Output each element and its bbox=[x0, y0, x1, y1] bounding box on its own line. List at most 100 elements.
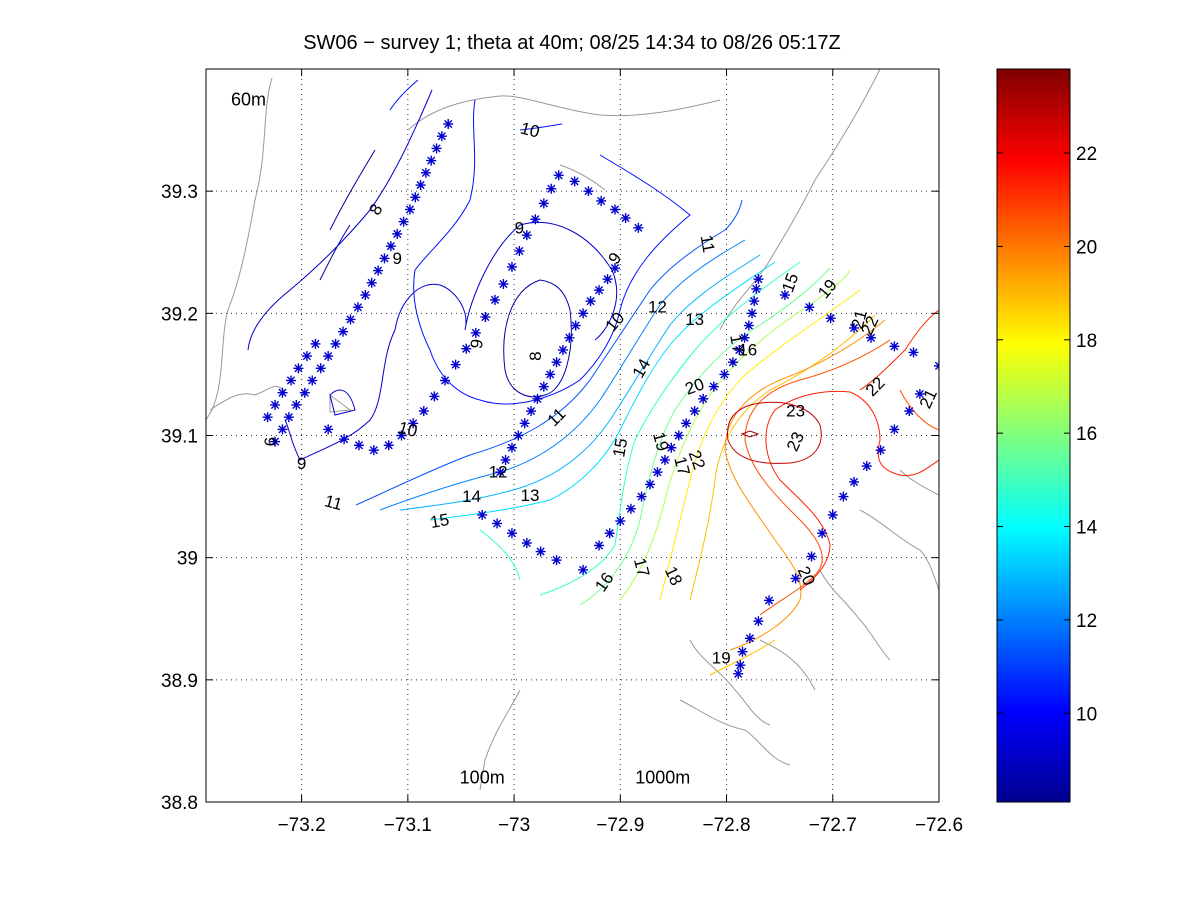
station-marker bbox=[418, 406, 429, 417]
isotherm-13 bbox=[399, 254, 761, 511]
contour-label: 17 bbox=[630, 556, 653, 579]
station-marker bbox=[345, 314, 356, 325]
coast-fragment bbox=[209, 385, 286, 411]
coast-fragment bbox=[899, 469, 939, 496]
station-marker bbox=[535, 546, 546, 557]
station-marker bbox=[526, 406, 537, 417]
isotherm-20 bbox=[724, 319, 886, 651]
station-marker bbox=[431, 143, 442, 154]
station-marker bbox=[519, 418, 530, 429]
contour-label: 10 bbox=[518, 118, 541, 141]
station-marker bbox=[506, 442, 517, 453]
station-marker bbox=[708, 381, 719, 392]
station-marker bbox=[415, 180, 426, 191]
contour-label: 11 bbox=[322, 491, 344, 514]
station-marker bbox=[866, 332, 877, 343]
station-marker bbox=[749, 296, 760, 307]
colorbar-gradient bbox=[996, 68, 1071, 803]
station-marker bbox=[564, 332, 575, 343]
contour-label: 19 bbox=[649, 430, 672, 453]
contour-label: 17 bbox=[726, 333, 748, 355]
station-marker bbox=[659, 454, 670, 465]
station-marker bbox=[420, 167, 431, 178]
station-marker bbox=[379, 253, 390, 264]
coast-fragment bbox=[559, 164, 606, 191]
station-marker bbox=[293, 363, 304, 374]
contour-label: 8 bbox=[526, 351, 545, 360]
contour-label: 12 bbox=[489, 463, 508, 482]
station-marker bbox=[410, 192, 421, 203]
station-marker bbox=[291, 399, 302, 410]
station-marker bbox=[735, 660, 746, 671]
isotherm-22 bbox=[765, 309, 939, 591]
station-marker bbox=[392, 228, 403, 239]
station-marker bbox=[277, 424, 288, 435]
station-marker bbox=[385, 241, 396, 252]
station-marker bbox=[470, 327, 481, 338]
station-marker bbox=[578, 564, 589, 575]
station-marker bbox=[506, 528, 517, 539]
station-marker bbox=[546, 183, 557, 194]
station-marker bbox=[338, 326, 349, 337]
station-marker bbox=[904, 406, 915, 417]
colorbar-tick-label: 18 bbox=[1076, 331, 1097, 352]
isotherm-18 bbox=[659, 289, 861, 601]
contour-label: 21 bbox=[916, 386, 941, 411]
station-marker bbox=[570, 320, 581, 331]
station-marker bbox=[633, 222, 644, 233]
station-marker bbox=[604, 528, 615, 539]
station-marker bbox=[270, 399, 281, 410]
contour-label: 23 bbox=[786, 402, 805, 421]
y-tick-label: 39.3 bbox=[161, 182, 198, 203]
station-marker bbox=[443, 118, 454, 129]
coast-fragment bbox=[479, 689, 521, 791]
station-marker bbox=[461, 343, 472, 354]
station-marker bbox=[875, 445, 886, 456]
station-marker bbox=[609, 204, 620, 215]
station-marker bbox=[889, 341, 900, 352]
station-marker bbox=[285, 375, 296, 386]
coast-fragment bbox=[689, 639, 771, 726]
station-marker bbox=[666, 442, 677, 453]
isotherm-10 bbox=[413, 99, 691, 405]
temperature-contours bbox=[247, 79, 939, 676]
station-marker bbox=[557, 344, 568, 355]
station-marker bbox=[825, 313, 836, 324]
station-marker bbox=[514, 246, 525, 257]
isotherm-9-loop bbox=[329, 389, 356, 416]
coast-fragment bbox=[679, 699, 791, 766]
bathymetry-lines bbox=[206, 69, 939, 791]
colorbar-tick-label: 22 bbox=[1076, 144, 1097, 165]
station-marker bbox=[889, 424, 900, 435]
station-marker bbox=[804, 302, 815, 313]
isotherm-8-west bbox=[329, 149, 376, 231]
station-marker bbox=[339, 434, 350, 445]
isotherm-9-west bbox=[247, 89, 433, 351]
colorbar: 10 12 14 16 18 20 22 bbox=[996, 68, 1098, 803]
station-marker bbox=[513, 430, 524, 441]
station-marker bbox=[596, 195, 607, 206]
colorbar-tick-label: 12 bbox=[1076, 611, 1097, 632]
station-marker bbox=[404, 204, 415, 215]
station-marker bbox=[727, 357, 738, 368]
station-marker bbox=[625, 503, 636, 514]
isotherm-9-center bbox=[394, 221, 618, 341]
colorbar-tick-label: 20 bbox=[1076, 237, 1097, 258]
isotherm-10-west bbox=[389, 79, 419, 111]
isotherm-19 bbox=[689, 314, 876, 676]
x-tick-label: −72.7 bbox=[809, 815, 857, 836]
station-marker bbox=[530, 214, 541, 225]
station-marker bbox=[301, 351, 312, 362]
station-marker bbox=[480, 311, 491, 322]
station-marker bbox=[594, 540, 605, 551]
isotherm-8-west bbox=[319, 224, 351, 281]
station-marker bbox=[307, 375, 318, 386]
station-marker bbox=[698, 393, 709, 404]
colorbar-tick-label: 10 bbox=[1076, 704, 1097, 725]
station-marker bbox=[489, 294, 500, 305]
station-marker bbox=[323, 351, 334, 362]
station-marker bbox=[352, 302, 363, 313]
x-tick-label: −72.6 bbox=[915, 815, 963, 836]
station-marker bbox=[440, 375, 451, 386]
station-marker bbox=[602, 274, 613, 285]
